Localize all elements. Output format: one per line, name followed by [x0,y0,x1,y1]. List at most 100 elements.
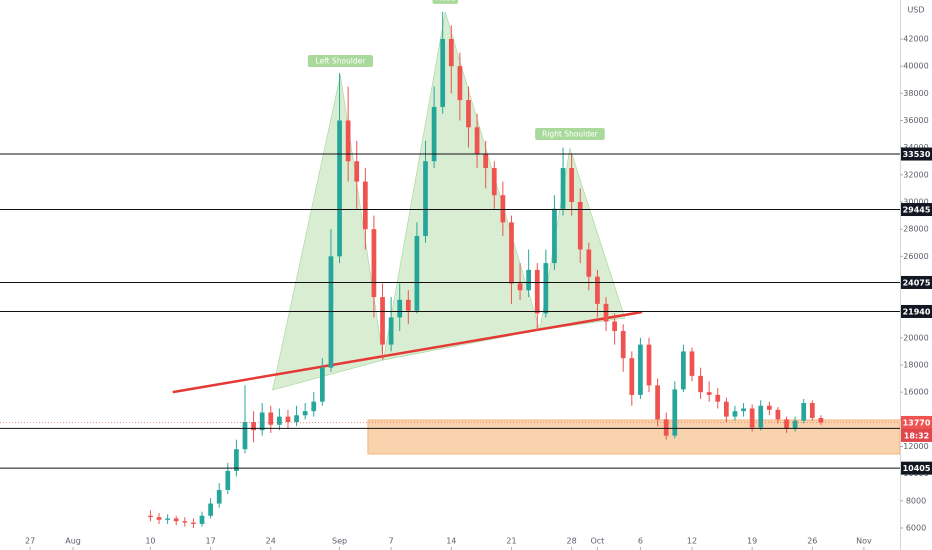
y-tick-label: 18000 [903,360,928,369]
candle-body [259,412,265,431]
x-tick-label: 27 [25,537,35,546]
candle-body [414,235,420,311]
x-tick-label: 6 [638,537,643,546]
candle-body [612,321,617,332]
x-tick-label: 17 [206,537,216,546]
candle-body [337,120,342,257]
candle-body [448,38,454,67]
x-tick-label: 12 [687,537,697,546]
candle-body [758,405,764,428]
y-tick-label: 42000 [903,34,928,43]
x-tick-label: Sep [332,537,347,546]
y-tick-label: 8000 [906,496,926,505]
candle-body [328,256,334,368]
candle-body [380,297,385,345]
level-label-bg [901,275,932,289]
level-label-bg [901,461,932,475]
candle-body [474,127,480,155]
level-label: 10405 [903,464,931,473]
candle-body [552,208,557,264]
x-tick-label: Aug [65,537,81,546]
y-tick-label: 6000 [906,523,926,532]
support-zone [367,419,901,455]
candle-body [345,120,351,162]
level-label-bg [901,147,932,161]
candle-body [663,419,669,436]
candle-body [294,415,299,423]
candle-body [784,419,789,429]
level-label: 21940 [903,307,931,316]
y-tick-label: 12000 [903,442,928,451]
candle-body [749,408,755,428]
candle-body [302,411,308,416]
last-price-label: 13770 [903,418,931,427]
candle-body [620,331,626,359]
candle-body [208,503,213,516]
candle-body [801,403,807,421]
y-tick-label: 32000 [903,170,928,179]
plot-area: Left Shoulder Head Right Shoulder [148,0,901,528]
countdown-bg [901,428,932,442]
y-tick-label: 26000 [903,252,928,261]
candle-body [311,401,317,412]
candle-body [199,515,205,524]
candle-body [173,518,179,522]
candle-body [526,269,532,291]
pattern-label: Left Shoulder [315,56,366,65]
candle-body [354,161,360,182]
candle-body [775,409,781,420]
level-label-bg [901,203,932,217]
last-price-bg [901,415,932,429]
candle-body [818,417,824,423]
candle-body [509,222,514,284]
level-label: 33530 [903,150,931,159]
y-tick-label: 38000 [903,89,928,98]
candle-body [165,518,170,520]
candle-body [268,412,274,425]
candle-body [216,489,222,504]
candle-body [148,515,153,518]
pattern-label-bg [535,128,605,141]
x-tick-label: 10 [145,537,155,546]
y-tick-label: 30000 [903,197,928,206]
level-label: 29445 [903,206,931,215]
candle-body [809,403,815,418]
y-tick-label: 28000 [903,225,928,234]
candle-body [741,408,746,412]
pattern-label: Right Shoulder [542,130,598,139]
candle-body [397,299,403,318]
y-tick-label: 36000 [903,116,928,125]
candle-body [766,405,772,410]
x-tick-label: Nov [856,537,872,546]
pattern-label-bg [307,54,374,67]
candle-body [277,416,282,425]
candle-body [191,522,196,524]
candle-body [629,358,635,395]
x-tick-label: 14 [446,537,456,546]
candle-body [672,389,678,436]
x-tick-label: 7 [389,537,394,546]
candle-body [440,38,446,107]
pattern-label-bg [432,0,459,4]
candle-body [732,411,738,417]
candle-body [603,303,609,322]
level-label: 24075 [903,278,931,287]
candle-body [156,517,162,520]
candle-body [500,195,506,223]
candle-body [560,168,566,209]
candle-body [577,201,583,250]
x-tick-label: Oct [590,537,604,546]
x-tick-label: 26 [807,537,817,546]
candle-body [457,66,463,101]
candle-body [689,351,695,376]
candle-body [638,344,643,395]
candle-body [646,344,652,386]
candle-body [655,385,660,420]
candle-body [234,449,239,471]
currency-label: USD [907,6,924,15]
candle-body [423,161,428,236]
candle-body [595,276,600,304]
y-tick-label: 16000 [903,388,928,397]
y-tick-label: 20000 [903,333,928,342]
